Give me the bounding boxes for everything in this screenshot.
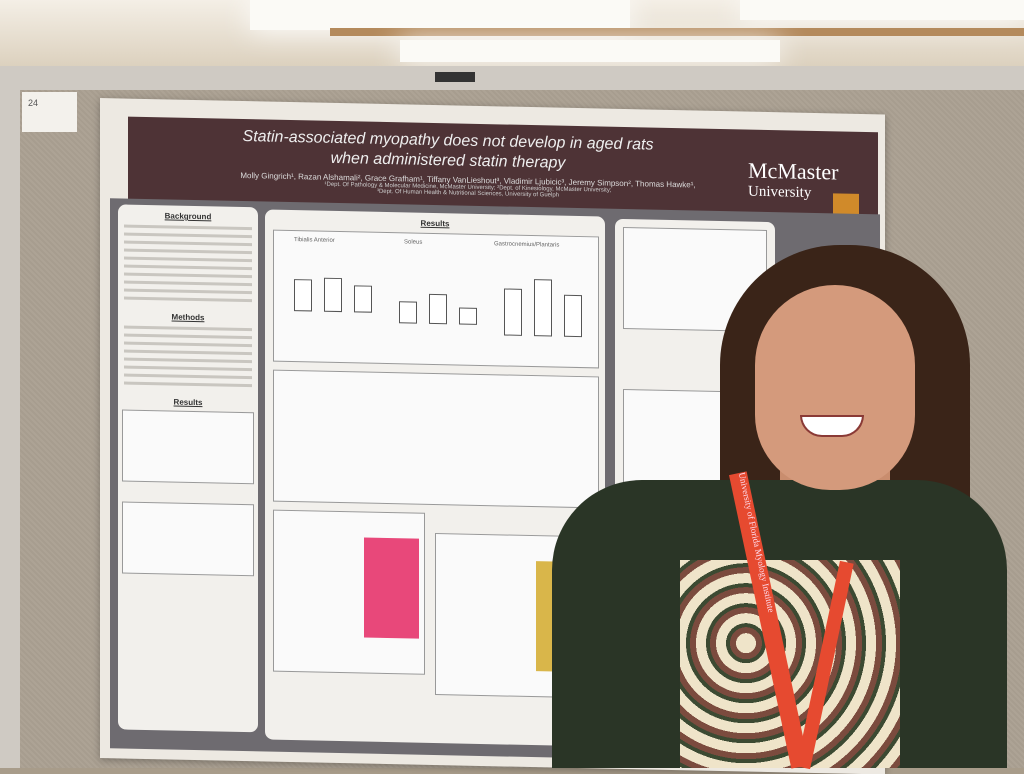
heading-background: Background (164, 211, 212, 222)
logo-text: McMaster (748, 157, 839, 185)
figure-label: Tibialis Anterior (294, 237, 335, 244)
figure-3 (273, 509, 425, 675)
bar (564, 294, 582, 338)
pink-stain-image (364, 537, 419, 639)
bar-group (394, 253, 484, 325)
bar (399, 301, 417, 324)
board-clip (435, 72, 475, 82)
ceiling (0, 0, 1024, 75)
poster-number-card: 24 (22, 92, 77, 132)
bar-group (289, 251, 379, 313)
figure-label: Gastrocnemius/Plantaris (494, 241, 560, 249)
ceiling-light (400, 40, 780, 62)
figure (122, 409, 254, 485)
figure (122, 501, 254, 577)
bar (324, 277, 342, 313)
bar (429, 293, 447, 325)
figure-1: Tibialis Anterior Soleus Gastrocnemius/P… (273, 229, 599, 369)
mcmaster-logo: McMaster University (748, 158, 838, 203)
heading-methods: Methods (171, 312, 205, 323)
ceiling-light (250, 0, 630, 30)
person-face (755, 285, 915, 490)
ceiling-light (740, 0, 1024, 20)
panel-background-methods: Background Methods Results (118, 204, 258, 733)
bar (294, 279, 312, 312)
bar (354, 285, 372, 313)
logo-text: University (748, 183, 812, 201)
bar-group (499, 255, 589, 338)
figure-label: Soleus (404, 239, 423, 246)
ceiling-beam (330, 28, 1024, 36)
heading-results: Results (420, 218, 450, 229)
bar (534, 279, 552, 337)
heading-results: Results (173, 397, 203, 408)
bar (504, 288, 522, 336)
bar (459, 307, 477, 325)
figure-2 (273, 369, 599, 509)
